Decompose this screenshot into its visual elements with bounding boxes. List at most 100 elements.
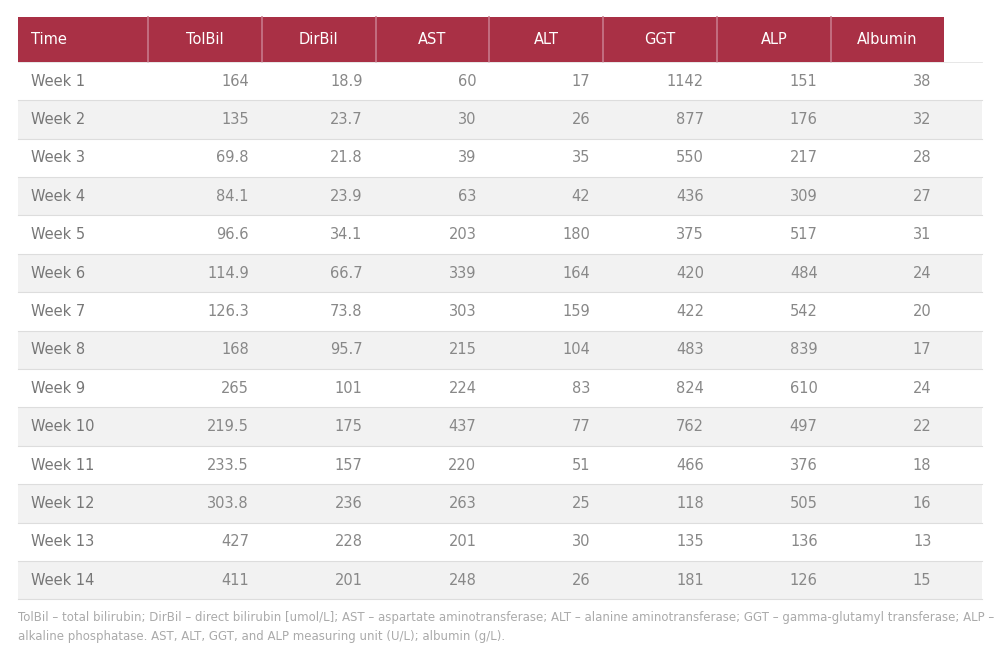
Text: 228: 228	[335, 534, 363, 549]
Text: 411: 411	[221, 573, 249, 587]
Bar	[18, 369, 982, 408]
Text: 484: 484	[790, 266, 818, 280]
Text: 497: 497	[790, 419, 818, 434]
Text: 34.1: 34.1	[330, 227, 363, 242]
Text: Week 9: Week 9	[31, 381, 85, 396]
Text: 203: 203	[449, 227, 476, 242]
Text: 23.7: 23.7	[330, 112, 363, 127]
Text: 73.8: 73.8	[330, 304, 363, 319]
Text: 542: 542	[790, 304, 818, 319]
Text: 339: 339	[449, 266, 476, 280]
Bar	[18, 139, 982, 177]
Text: 51: 51	[572, 458, 590, 473]
Text: 466: 466	[676, 458, 704, 473]
Text: 215: 215	[449, 342, 476, 358]
Text: 159: 159	[562, 304, 590, 319]
Text: 84.1: 84.1	[216, 188, 249, 204]
Text: 30: 30	[458, 112, 476, 127]
Bar	[18, 484, 982, 523]
Text: 26: 26	[572, 573, 590, 587]
Text: TolBil – total bilirubin; DirBil – direct bilirubin [umol/L]; AST – aspartate am: TolBil – total bilirubin; DirBil – direc…	[18, 611, 994, 625]
Text: 437: 437	[449, 419, 476, 434]
Text: Week 13: Week 13	[31, 534, 94, 549]
Text: 824: 824	[676, 381, 704, 396]
Text: 27: 27	[913, 188, 931, 204]
Text: 201: 201	[335, 573, 363, 587]
Text: 762: 762	[676, 419, 704, 434]
Text: 265: 265	[221, 381, 249, 396]
Text: 69.8: 69.8	[216, 151, 249, 165]
Text: 217: 217	[790, 151, 818, 165]
Text: 17: 17	[913, 342, 931, 358]
Text: 95.7: 95.7	[330, 342, 363, 358]
Text: 1142: 1142	[667, 74, 704, 89]
Text: 233.5: 233.5	[207, 458, 249, 473]
Text: 224: 224	[448, 381, 476, 396]
Text: 63: 63	[458, 188, 476, 204]
Text: DirBil: DirBil	[299, 32, 339, 47]
Text: Week 8: Week 8	[31, 342, 85, 358]
Text: Week 2: Week 2	[31, 112, 85, 127]
Text: 25: 25	[572, 496, 590, 511]
Text: 18.9: 18.9	[330, 74, 363, 89]
Text: 220: 220	[448, 458, 476, 473]
Text: 236: 236	[335, 496, 363, 511]
Text: 15: 15	[913, 573, 931, 587]
Text: 157: 157	[335, 458, 363, 473]
Text: 135: 135	[221, 112, 249, 127]
Text: 24: 24	[913, 381, 931, 396]
Text: GGT: GGT	[644, 32, 676, 47]
Text: 28: 28	[913, 151, 931, 165]
Text: 201: 201	[448, 534, 476, 549]
Text: 60: 60	[458, 74, 476, 89]
Text: 248: 248	[449, 573, 476, 587]
Text: 376: 376	[790, 458, 818, 473]
Text: Week 11: Week 11	[31, 458, 94, 473]
Bar	[148, 17, 262, 62]
Text: 877: 877	[676, 112, 704, 127]
Text: 101: 101	[335, 381, 363, 396]
Text: 38: 38	[913, 74, 931, 89]
Text: 17: 17	[572, 74, 590, 89]
Text: 24: 24	[913, 266, 931, 280]
Text: 26: 26	[572, 112, 590, 127]
Bar	[603, 17, 717, 62]
Bar	[831, 17, 944, 62]
Text: 104: 104	[562, 342, 590, 358]
Text: 427: 427	[221, 534, 249, 549]
Text: 483: 483	[676, 342, 704, 358]
Text: 309: 309	[790, 188, 818, 204]
Text: 32: 32	[913, 112, 931, 127]
Text: 39: 39	[458, 151, 476, 165]
Text: 16: 16	[913, 496, 931, 511]
Text: 164: 164	[221, 74, 249, 89]
Text: 96.6: 96.6	[216, 227, 249, 242]
Text: 436: 436	[676, 188, 704, 204]
Text: 31: 31	[913, 227, 931, 242]
Text: 839: 839	[790, 342, 818, 358]
Text: Week 3: Week 3	[31, 151, 85, 165]
Text: TolBil: TolBil	[186, 32, 224, 47]
Bar	[18, 523, 982, 561]
Bar	[18, 177, 982, 216]
Text: 517: 517	[790, 227, 818, 242]
Text: 610: 610	[790, 381, 818, 396]
Text: 168: 168	[221, 342, 249, 358]
Text: ALP: ALP	[760, 32, 787, 47]
Text: 176: 176	[790, 112, 818, 127]
Text: 126: 126	[790, 573, 818, 587]
Text: Week 5: Week 5	[31, 227, 85, 242]
Bar	[18, 561, 982, 599]
Text: 135: 135	[676, 534, 704, 549]
Text: 175: 175	[335, 419, 363, 434]
Text: 30: 30	[572, 534, 590, 549]
Text: 23.9: 23.9	[330, 188, 363, 204]
Text: Albumin: Albumin	[857, 32, 918, 47]
Text: 420: 420	[676, 266, 704, 280]
Text: 219.5: 219.5	[207, 419, 249, 434]
Bar	[18, 254, 982, 292]
Text: 164: 164	[562, 266, 590, 280]
Text: AST: AST	[418, 32, 447, 47]
Text: 13: 13	[913, 534, 931, 549]
Text: 263: 263	[449, 496, 476, 511]
